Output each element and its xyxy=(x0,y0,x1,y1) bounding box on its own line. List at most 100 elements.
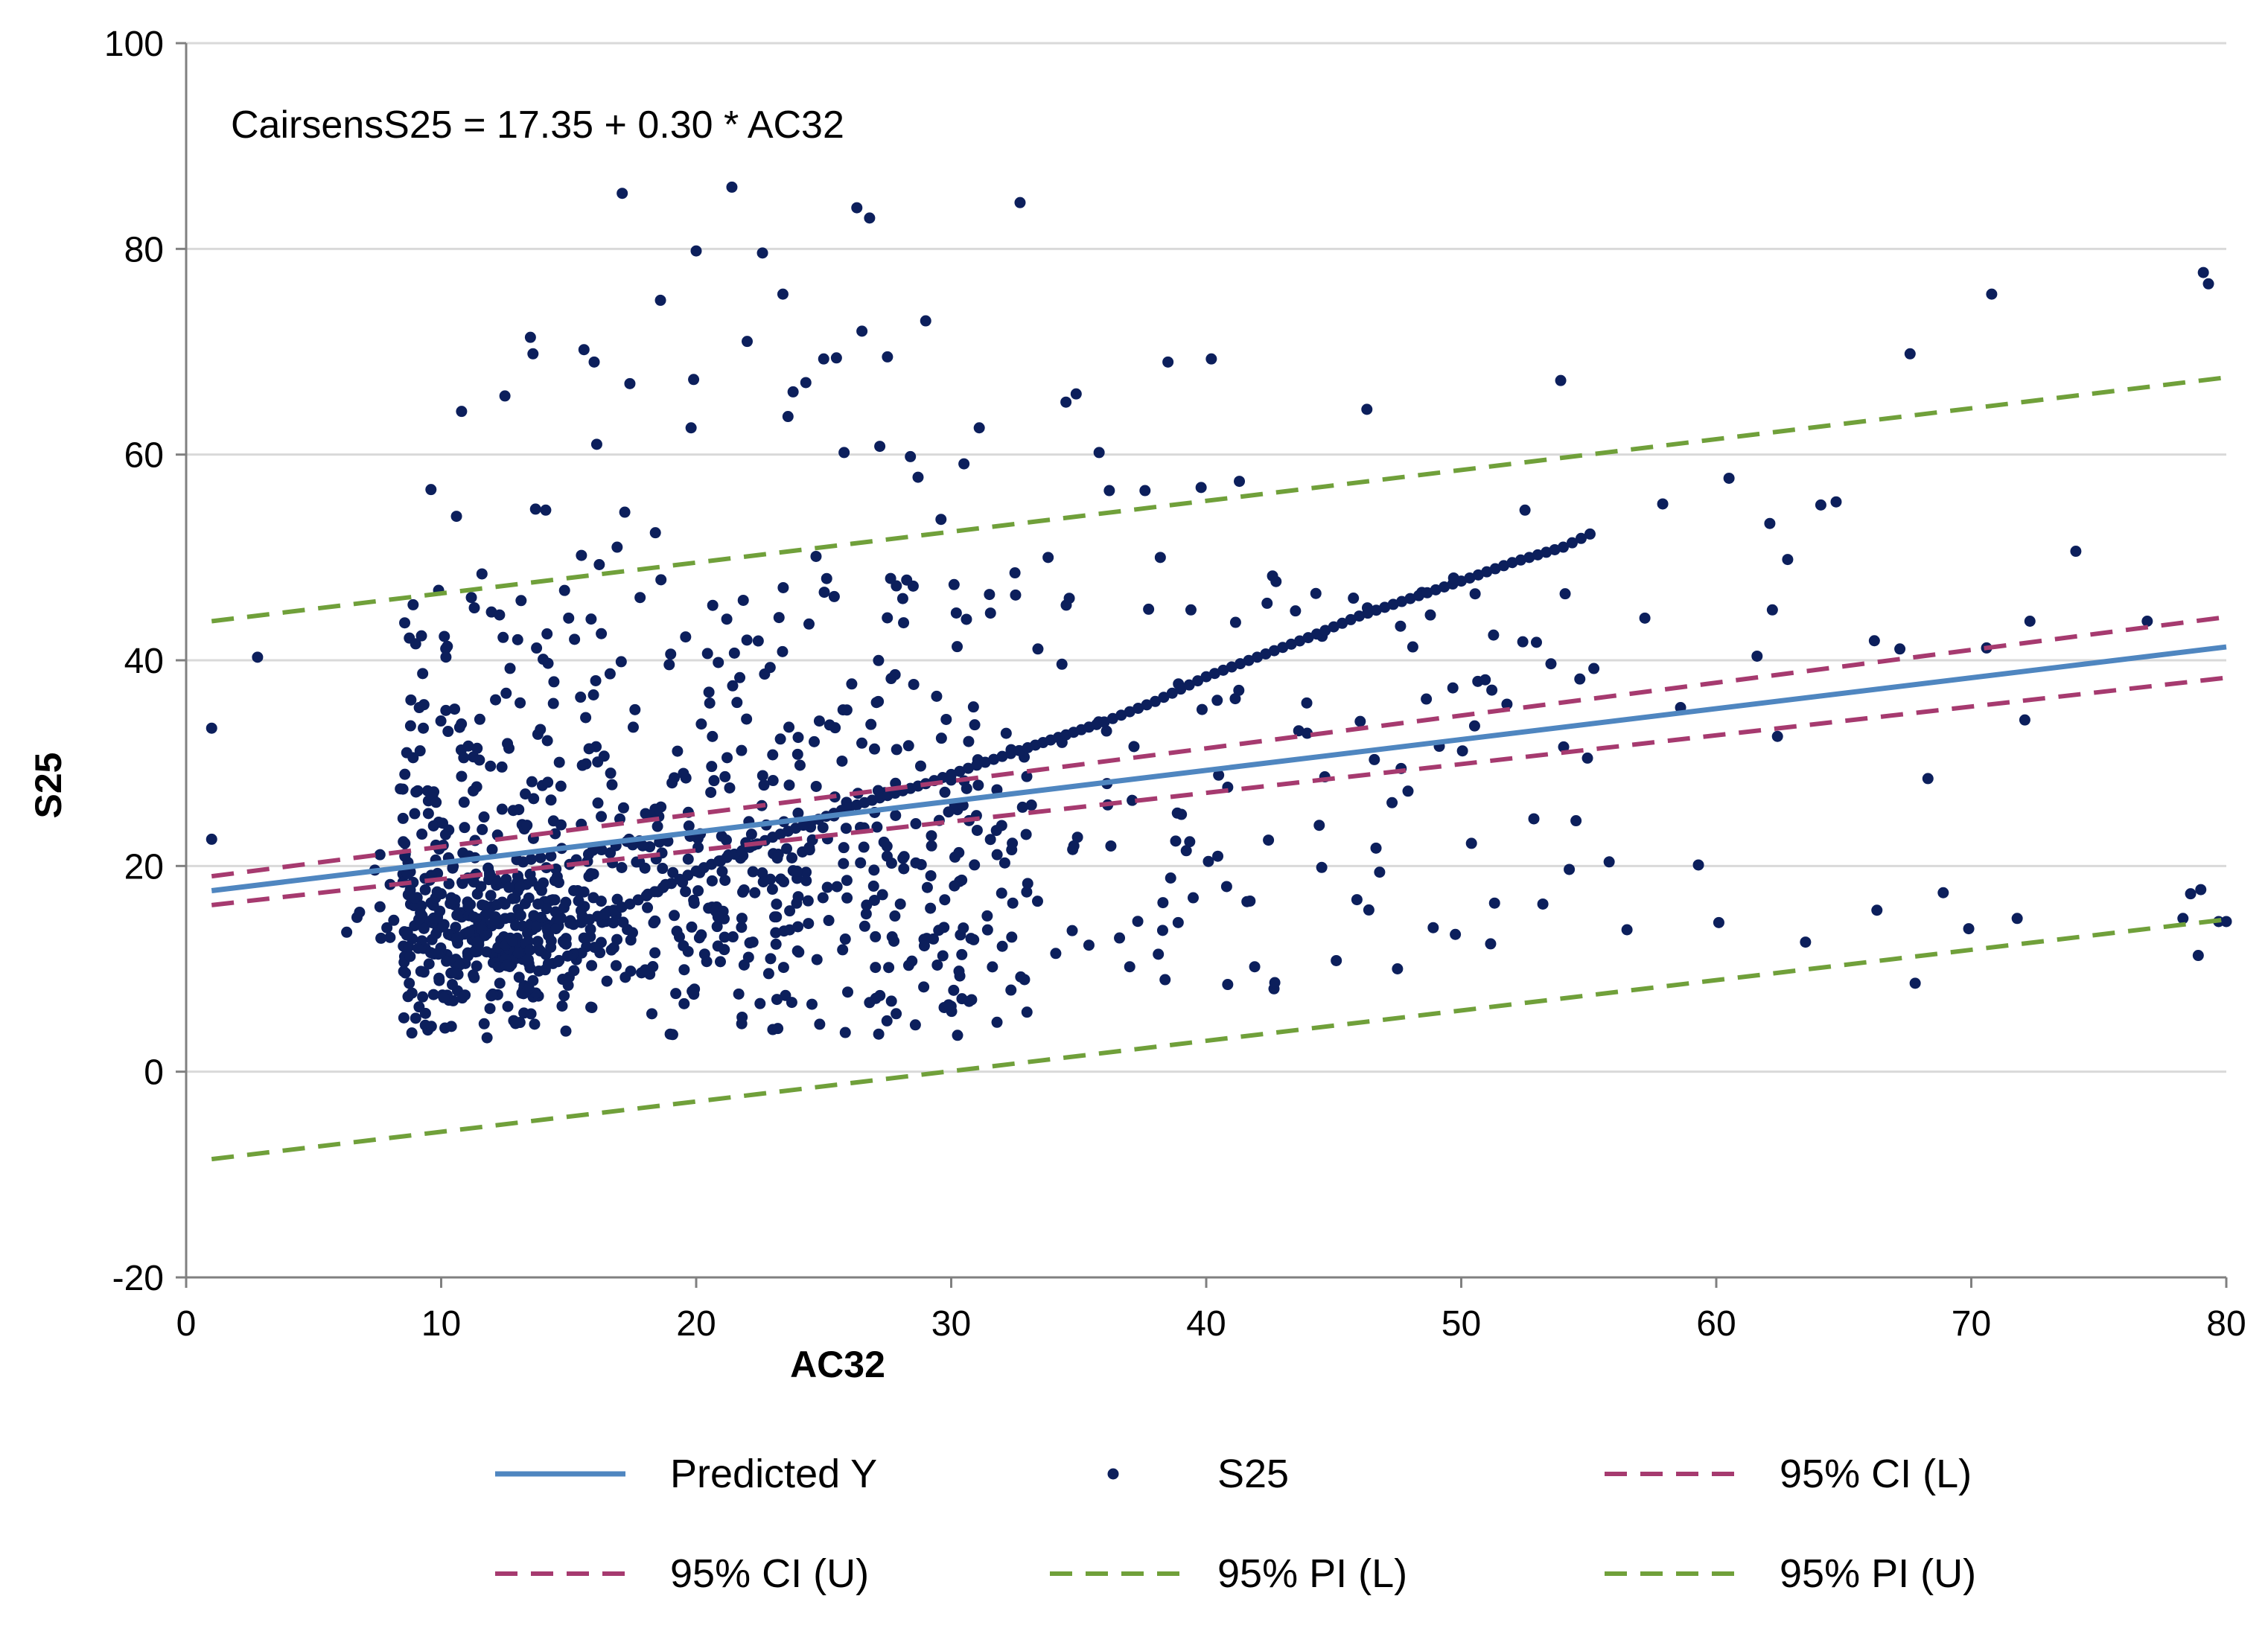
scatter-point xyxy=(1031,896,1043,907)
scatter-point xyxy=(1066,925,1078,936)
scatter-point xyxy=(771,898,783,910)
scatter-point xyxy=(1217,664,1229,676)
scatter-point xyxy=(585,1001,597,1013)
scatter-point xyxy=(533,881,545,893)
x-tick-label: 20 xyxy=(676,1304,716,1344)
scatter-point xyxy=(1574,673,1586,685)
scatter-point xyxy=(859,920,870,932)
x-tick-labels: 0 10 20 30 40 50 60 70 80 xyxy=(176,1277,2246,1344)
scatter-point xyxy=(1025,799,1037,811)
scatter-point xyxy=(864,212,876,224)
scatter-point xyxy=(430,797,442,808)
scatter-point xyxy=(870,962,882,974)
scatter-point xyxy=(1115,709,1127,721)
scatter-point xyxy=(1083,939,1095,951)
scatter-point xyxy=(407,598,419,610)
scatter-point xyxy=(682,853,694,865)
scatter-point xyxy=(704,698,716,709)
scatter-point xyxy=(427,989,439,1000)
scatter-point xyxy=(545,794,557,806)
scatter-point xyxy=(1021,770,1033,782)
scatter-point xyxy=(485,890,497,901)
scatter-point xyxy=(1153,948,1165,960)
scatter-point xyxy=(494,977,506,989)
scatter-point xyxy=(398,1012,410,1024)
scatter-point xyxy=(524,331,536,343)
scatter-point xyxy=(585,613,597,625)
scatter-point xyxy=(578,344,590,356)
scatter-point xyxy=(865,718,877,730)
scatter-point xyxy=(747,866,759,878)
scatter-point xyxy=(882,612,893,624)
scatter-point xyxy=(1427,922,1439,933)
scatter-point xyxy=(555,819,567,831)
scatter-point xyxy=(1063,593,1075,604)
y-tick-label: 60 xyxy=(124,436,164,476)
scatter-point xyxy=(1588,663,1600,674)
scatter-point xyxy=(388,914,400,926)
scatter-point xyxy=(712,911,724,923)
scatter-point xyxy=(399,768,411,780)
scatter-point xyxy=(1226,661,1237,673)
scatter-point xyxy=(937,772,949,784)
scatter-point xyxy=(563,612,575,624)
scatter-point xyxy=(1782,554,1794,566)
scatter-point xyxy=(1362,607,1374,619)
scatter-point xyxy=(400,967,412,979)
scatter-point xyxy=(803,618,815,630)
scatter-point xyxy=(1009,567,1021,579)
scatter-point xyxy=(1528,813,1540,825)
scatter-point xyxy=(766,884,778,896)
scatter-point xyxy=(1222,979,1234,991)
scatter-point xyxy=(722,752,733,764)
scatter-point xyxy=(840,823,852,834)
scatter-point xyxy=(777,288,789,300)
scatter-point xyxy=(401,868,413,880)
scatter-point xyxy=(768,911,780,923)
scatter-point xyxy=(888,935,900,947)
scatter-point xyxy=(1456,745,1468,757)
scatter-point xyxy=(1187,892,1199,904)
scatter-point xyxy=(1363,904,1375,916)
scatter-point xyxy=(409,893,421,904)
scatter-point xyxy=(405,694,417,706)
legend: Predicted Y S25 95% CI (L) 95% CI (U) 95% PI… xyxy=(495,1452,1976,1596)
legend-label: Predicted Y xyxy=(670,1452,877,1496)
scatter-point xyxy=(873,1028,885,1040)
scatter-point xyxy=(1937,887,1949,898)
scatter-point xyxy=(1498,560,1510,572)
scatter-point xyxy=(2011,913,2023,925)
scatter-point xyxy=(1313,820,1325,831)
scatter-point xyxy=(809,735,821,747)
scatter-point xyxy=(1319,625,1331,636)
scatter-point xyxy=(439,631,450,642)
scatter-point xyxy=(1369,753,1380,765)
scatter-point xyxy=(1402,785,1414,797)
scatter-point xyxy=(485,760,497,772)
scatter-point xyxy=(792,732,804,744)
scatter-point xyxy=(914,760,926,772)
scatter-point xyxy=(588,942,600,954)
scatter-point xyxy=(428,786,440,798)
scatter-point xyxy=(1269,977,1281,989)
scatter-point xyxy=(481,1032,493,1044)
scatter-point xyxy=(719,875,731,887)
scatter-point xyxy=(688,374,700,386)
scatter-point xyxy=(1132,916,1144,928)
scatter-point xyxy=(773,612,785,624)
scatter-point xyxy=(1208,668,1220,680)
scatter-point xyxy=(474,754,485,766)
scatter-point xyxy=(1692,859,1704,871)
scatter-point xyxy=(632,894,644,906)
scatter-point xyxy=(1447,682,1459,694)
scatter-point xyxy=(665,648,677,660)
scatter-point xyxy=(898,617,910,629)
scatter-point xyxy=(499,390,511,402)
scatter-point xyxy=(774,733,786,745)
legend-label: 95% CI (L) xyxy=(1780,1452,1972,1496)
scatter-point xyxy=(1361,403,1373,415)
scatter-point xyxy=(958,922,969,934)
scatter-point xyxy=(939,786,951,798)
scatter-point xyxy=(1127,794,1138,806)
scatter-point xyxy=(918,981,930,993)
